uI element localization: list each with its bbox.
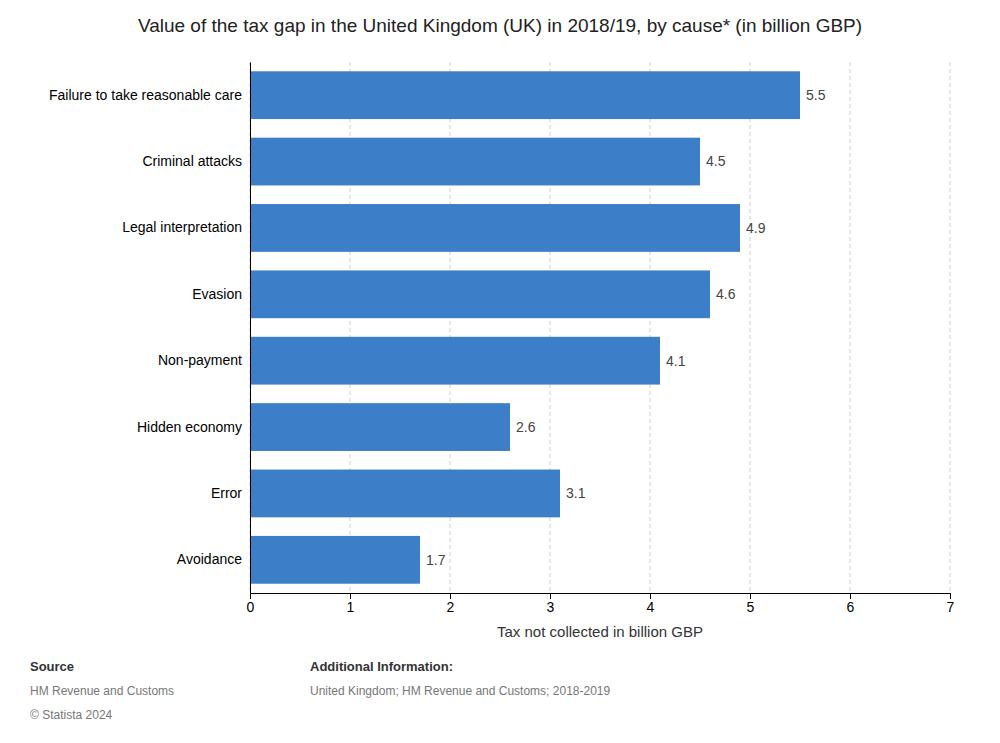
chart-title: Value of the tax gap in the United Kingd… [138, 15, 862, 36]
tick-label: Non-payment [158, 352, 242, 368]
tick: Failure to take reasonable care [49, 87, 250, 103]
grid-line [950, 62, 951, 593]
tick: 5 [747, 593, 755, 615]
tick: Error [211, 485, 250, 501]
bar [250, 403, 510, 451]
bar [250, 470, 560, 518]
tick: 2 [447, 593, 455, 615]
grid-line [250, 62, 251, 593]
tick-label: Legal interpretation [122, 219, 242, 235]
tick-label: 3 [547, 599, 555, 615]
bar [250, 270, 710, 318]
tick-label: Failure to take reasonable care [49, 87, 242, 103]
data-label: 4.9 [746, 220, 766, 236]
data-labels: 5.5 4.5 4.9 4.6 4.1 2.6 3.1 1.7 [426, 87, 826, 568]
tick-label: 7 [947, 599, 955, 615]
tick-label: 2 [447, 599, 455, 615]
tick: 4 [647, 593, 655, 615]
bar [250, 536, 420, 584]
bar [250, 138, 700, 186]
tick: Non-payment [158, 352, 250, 368]
tick: Evasion [192, 286, 250, 302]
tick: 1 [347, 593, 355, 615]
data-label: 3.1 [566, 485, 586, 501]
footer: Source HM Revenue and Customs © Statista 2… [30, 659, 610, 722]
data-label: 4.6 [716, 286, 736, 302]
grid [250, 62, 950, 593]
tick: 7 [947, 593, 955, 615]
data-label: 4.1 [666, 353, 686, 369]
tick-label: Hidden economy [137, 419, 242, 435]
data-label: 1.7 [426, 552, 446, 568]
annotation: United Kingdom; HM Revenue and Customs; … [310, 684, 610, 698]
data-label: 4.5 [706, 153, 726, 169]
annotation: Source [30, 659, 74, 674]
x-axis: 0 1 2 3 4 5 6 7 [247, 593, 955, 615]
tick: 0 [247, 593, 255, 615]
tick: Hidden economy [137, 419, 250, 435]
axis-line [250, 63, 251, 594]
bar [250, 337, 660, 385]
grid-line [850, 62, 851, 593]
plot-area: 5.5 4.5 4.9 4.6 4.1 2.6 3.1 1.7 0 1 2 3 4 5 6 7 Failure … [49, 62, 955, 640]
tick-label: Evasion [192, 286, 242, 302]
data-label: 5.5 [806, 87, 826, 103]
tick: 6 [847, 593, 855, 615]
tick: Legal interpretation [122, 219, 250, 235]
x-axis-title: Tax not collected in billion GBP [497, 623, 703, 640]
annotation: HM Revenue and Customs [30, 684, 174, 698]
tick: Criminal attacks [142, 153, 250, 169]
tick-label: 0 [247, 599, 255, 615]
bars [250, 71, 800, 583]
tick-label: 5 [747, 599, 755, 615]
tick-label: Error [211, 485, 242, 501]
tick-label: 6 [847, 599, 855, 615]
tick-label: 4 [647, 599, 655, 615]
bar [250, 71, 800, 119]
bar [250, 204, 740, 252]
chart-root: Value of the tax gap in the United Kingd… [0, 0, 1000, 743]
tick-label: Avoidance [177, 551, 242, 567]
annotation: Additional Information: [310, 659, 453, 674]
tick-label: 1 [347, 599, 355, 615]
tick-label: Criminal attacks [142, 153, 242, 169]
axis-line [251, 594, 951, 600]
grid-line [750, 62, 751, 593]
annotation: © Statista 2024 [30, 708, 113, 722]
tick: 3 [547, 593, 555, 615]
tick: Avoidance [177, 551, 250, 567]
data-label: 2.6 [516, 419, 536, 435]
y-axis: Failure to take reasonable care Criminal … [49, 63, 251, 594]
